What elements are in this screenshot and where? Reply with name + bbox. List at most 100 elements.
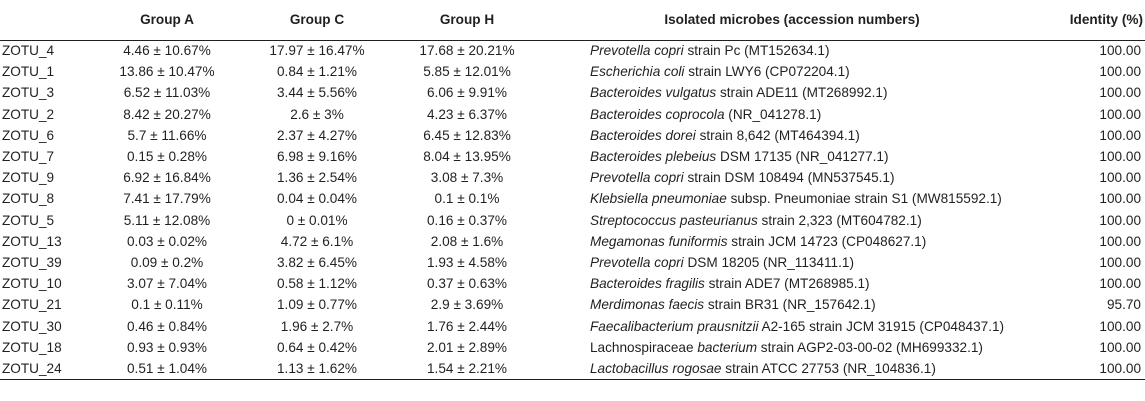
table-row: ZOTU_10 3.07 ± 7.04% 0.58 ± 1.12% 0.37 ± 0.… [0, 273, 1145, 294]
identity-cell: 100.00 [1099, 149, 1141, 165]
microbe-name-italic: Bacteroides dorei [590, 127, 696, 143]
isolated-microbe-cell: Merdimonas faecis strain BR31 (NR_157642… [542, 294, 1042, 315]
microbe-name-italic: Faecalibacterium prausnitzii [590, 318, 759, 334]
header-group-h: Group H [392, 0, 542, 41]
isolated-microbe-cell: Streptococcus pasteurianus strain 2,323 … [542, 210, 1042, 231]
group-h-cell: 8.04 ± 13.95% [423, 149, 511, 165]
group-h-cell: 3.08 ± 7.3% [430, 170, 504, 186]
group-h-cell: 2.9 ± 3.69% [430, 297, 504, 313]
group-a-cell: 6.52 ± 11.03% [123, 85, 211, 101]
otu-id-cell: ZOTU_24 [0, 357, 92, 380]
group-c-cell: 1.13 ± 1.62% [242, 357, 392, 380]
header-row: Group A Group C Group H Isolated microbe… [0, 0, 1145, 41]
otu-id-cell: ZOTU_13 [2, 233, 62, 249]
microbe-name-italic: Escherichia coli [590, 64, 685, 80]
group-a-cell: 0.09 ± 0.2% [130, 254, 204, 270]
isolated-microbe-cell: Faecalibacterium prausnitzii A2-165 stra… [542, 315, 1042, 336]
microbe-name-italic: Megamonas funiformis [590, 233, 728, 249]
group-h-cell: 1.76 ± 2.44% [426, 318, 508, 334]
group-h-cell: 2.01 ± 2.89% [426, 339, 508, 355]
group-h-cell: 1.54 ± 2.21% [392, 357, 542, 380]
group-c-cell: 1.36 ± 2.54% [276, 170, 358, 186]
isolated-microbe-cell: Escherichia coli strain LWY6 (CP072204.1… [542, 61, 1042, 82]
microbe-name-italic: Lactobacillus rogosae [590, 360, 722, 376]
group-c-cell: 17.97 ± 16.47% [269, 43, 365, 59]
group-c-cell: 1.09 ± 0.77% [276, 297, 358, 313]
group-c-cell: 0.84 ± 1.21% [276, 64, 358, 80]
otu-id-cell: ZOTU_9 [2, 170, 55, 186]
table-row: ZOTU_18 0.93 ± 0.93% 0.64 ± 0.42% 2.01 ± 2.… [0, 337, 1145, 358]
isolated-microbe-cell: Prevotella copri strain Pc (MT152634.1) [542, 40, 1042, 61]
header-group-a: Group A [92, 0, 242, 41]
group-h-cell: 1.93 ± 4.58% [426, 254, 508, 270]
table-row: ZOTU_5 5.11 ± 12.08% 0 ± 0.01% 0.16 ± 0.37%… [0, 210, 1145, 231]
otu-id-cell: ZOTU_4 [2, 43, 55, 59]
isolated-microbe-cell: Megamonas funiformis strain JCM 14723 (C… [542, 231, 1042, 252]
table-row: ZOTU_8 7.41 ± 17.79% 0.04 ± 0.04% 0.1 ± 0.1… [0, 188, 1145, 209]
otu-id-cell: ZOTU_6 [2, 127, 55, 143]
group-a-cell: 3.07 ± 7.04% [126, 276, 208, 292]
group-h-cell: 0.37 ± 0.63% [426, 276, 508, 292]
header-otu-id [0, 0, 92, 41]
microbe-name-italic: Bacteroides vulgatus [590, 85, 717, 101]
table-row: ZOTU_7 0.15 ± 0.28% 6.98 ± 9.16% 8.04 ± 13.… [0, 146, 1145, 167]
table-row: ZOTU_9 6.92 ± 16.84% 1.36 ± 2.54% 3.08 ± 7.… [0, 167, 1145, 188]
table-row: ZOTU_2 8.42 ± 20.27% 2.6 ± 3% 4.23 ± 6.37% B… [0, 104, 1145, 125]
microbe-name-text: strain 8,642 (MT464394.1) [695, 127, 860, 143]
group-a-cell: 0.1 ± 0.11% [131, 297, 203, 313]
group-c-cell: 1.96 ± 2.7% [280, 318, 354, 334]
isolated-microbe-cell: Lachnospiraceae bacterium strain AGP2-03… [542, 337, 1042, 358]
identity-cell: 100.00 [1099, 233, 1141, 249]
table-body: ZOTU_4 4.46 ± 10.67% 17.97 ± 16.47% 17.68 ±… [0, 40, 1145, 380]
table-row: ZOTU_6 5.7 ± 11.66% 2.37 ± 4.27% 6.45 ± 12.… [0, 125, 1145, 146]
table-row: ZOTU_39 0.09 ± 0.2% 3.82 ± 6.45% 1.93 ± 4.5… [0, 252, 1145, 273]
microbe-name-italic: Bacteroides coprocola [590, 106, 725, 122]
group-c-cell: 3.44 ± 5.56% [276, 85, 358, 101]
identity-cell: 100.00 [1099, 43, 1141, 59]
table-row: ZOTU_3 6.52 ± 11.03% 3.44 ± 5.56% 6.06 ± 9.… [0, 82, 1145, 103]
group-a-cell: 8.42 ± 20.27% [123, 106, 211, 122]
microbe-name-italic: Bacteroides fragilis [590, 276, 705, 292]
otu-id-cell: ZOTU_3 [2, 85, 55, 101]
group-h-cell: 6.45 ± 12.83% [423, 127, 511, 143]
microbe-name-italic: Prevotella copri [590, 254, 684, 270]
group-c-cell: 2.6 ± 3% [290, 106, 344, 122]
otu-id-cell: ZOTU_30 [2, 318, 62, 334]
microbe-name-italic: Merdimonas faecis [590, 297, 705, 313]
microbe-name-text: strain ADE7 (MT268985.1) [704, 276, 870, 292]
identity-cell: 100.00 [1099, 170, 1141, 186]
otu-id-cell: ZOTU_2 [2, 106, 55, 122]
group-h-cell: 17.68 ± 20.21% [419, 43, 515, 59]
group-c-cell: 6.98 ± 9.16% [276, 149, 358, 165]
microbe-name-text: strain JCM 14723 (CP048627.1) [727, 233, 927, 249]
microbe-name-text: strain LWY6 (CP072204.1) [684, 64, 850, 80]
group-h-cell: 2.08 ± 1.6% [430, 233, 504, 249]
isolated-microbe-cell: Prevotella copri DSM 18205 (NR_113411.1) [542, 252, 1042, 273]
microbe-name-text: DSM 18205 (NR_113411.1) [683, 254, 854, 270]
header-group-c: Group C [242, 0, 392, 41]
table-row: ZOTU_24 0.51 ± 1.04% 1.13 ± 1.62% 1.54 ± 2.… [0, 357, 1145, 380]
otu-id-cell: ZOTU_21 [2, 297, 62, 313]
microbe-name-italic: bacterium [697, 339, 758, 355]
otu-id-cell: ZOTU_7 [2, 149, 55, 165]
microbe-abundance-table: Group A Group C Group H Isolated microbe… [0, 0, 1145, 380]
microbe-name-text: strain 2,323 (MT604782.1) [757, 212, 922, 228]
isolated-microbe-cell: Bacteroides plebeius DSM 17135 (NR_04127… [542, 146, 1042, 167]
microbe-name-text: (NR_041278.1) [724, 106, 822, 122]
table-row: ZOTU_1 13.86 ± 10.47% 0.84 ± 1.21% 5.85 ± 1… [0, 61, 1145, 82]
microbe-name-italic: Bacteroides plebeius [590, 149, 717, 165]
identity-cell: 100.00 [1099, 85, 1141, 101]
group-a-cell: 0.46 ± 0.84% [126, 318, 208, 334]
group-h-cell: 6.06 ± 9.91% [426, 85, 508, 101]
identity-cell: 100.00 [1099, 64, 1141, 80]
group-c-cell: 0.58 ± 1.12% [276, 276, 358, 292]
group-h-cell: 5.85 ± 12.01% [423, 64, 511, 80]
microbe-name-italic: Prevotella copri [590, 43, 684, 59]
microbe-name-text: strain BR31 (NR_157642.1) [704, 297, 876, 313]
group-a-cell: 6.92 ± 16.84% [123, 170, 211, 186]
table-row: ZOTU_4 4.46 ± 10.67% 17.97 ± 16.47% 17.68 ±… [0, 40, 1145, 61]
microbe-name-text: DSM 17135 (NR_041277.1) [716, 149, 889, 165]
identity-cell: 100.00 [1099, 318, 1141, 334]
isolated-microbe-cell: Bacteroides coprocola (NR_041278.1) [542, 104, 1042, 125]
otu-id-cell: ZOTU_1 [2, 64, 55, 80]
